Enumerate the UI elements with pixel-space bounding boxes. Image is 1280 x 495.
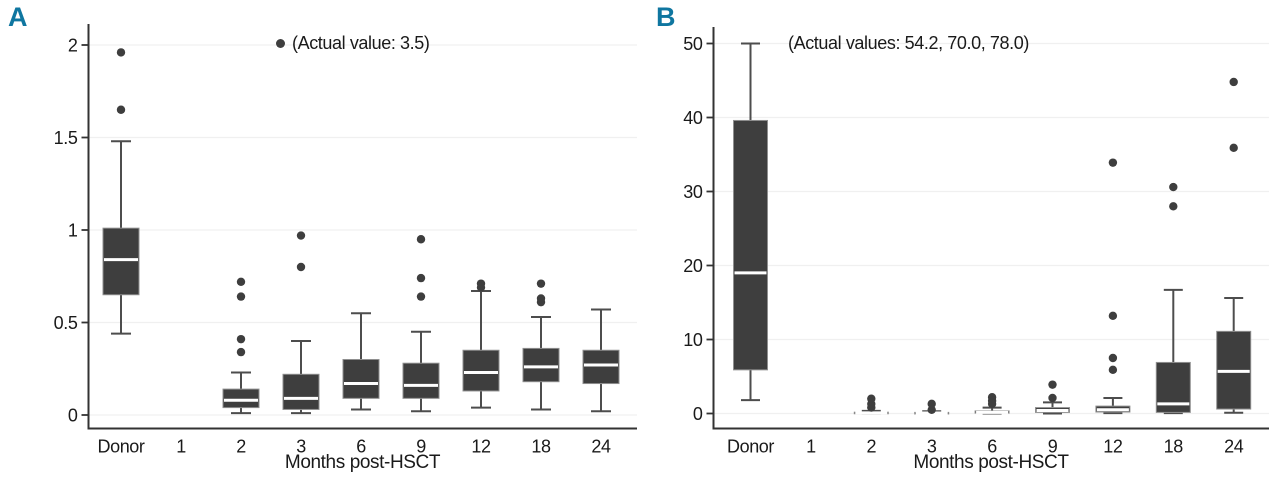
outlier-dot <box>1048 380 1057 389</box>
y-tick-label: 20 <box>683 256 703 276</box>
outlier-dot <box>1108 353 1118 363</box>
y-tick-label: 50 <box>683 34 703 54</box>
x-category-label: 18 <box>1164 437 1184 457</box>
x-category-label: 2 <box>236 437 246 457</box>
x-category-label: 6 <box>987 437 997 457</box>
box <box>522 347 560 383</box>
x-category-label: 1 <box>806 437 816 457</box>
x-category-label: 18 <box>531 437 551 457</box>
panel-b-x-axis-title: Months post-HSCT <box>913 452 1069 473</box>
panel-a-letter: A <box>8 2 28 32</box>
outlier-dot <box>1108 311 1118 321</box>
outlier-dot <box>296 262 306 272</box>
outlier-dot <box>1048 393 1057 403</box>
outlier-dot <box>987 393 997 402</box>
panel-a-annotation: (Actual value: 3.5) <box>276 33 430 54</box>
box <box>402 362 440 399</box>
box <box>282 373 320 410</box>
x-category-label: Donor <box>97 437 144 457</box>
outlier-dot <box>536 294 546 303</box>
x-category-label: 6 <box>356 437 366 457</box>
outlier-dot <box>296 231 306 240</box>
box <box>462 349 500 392</box>
outlier-dot <box>927 399 936 409</box>
y-tick-label: 1 <box>68 221 78 241</box>
x-category-label: 3 <box>296 437 306 457</box>
y-tick-label: 0 <box>693 404 703 424</box>
box <box>733 119 768 371</box>
outlier-dot <box>1229 143 1238 153</box>
panel-a-x-axis-title: Months post-HSCT <box>284 452 441 473</box>
outlier-dot <box>1229 77 1238 87</box>
outlier-dot <box>236 277 246 286</box>
box <box>582 349 620 385</box>
x-category-label: 24 <box>1224 437 1244 457</box>
outlier-dot <box>236 292 246 301</box>
y-tick-label: 1.5 <box>54 128 78 148</box>
y-tick-label: 0.5 <box>54 313 78 333</box>
x-category-label: 9 <box>416 437 426 457</box>
outlier-dot <box>1108 365 1118 375</box>
outlier-dot <box>867 394 876 403</box>
outlier-dot <box>416 273 426 283</box>
x-category-label: 9 <box>1048 437 1058 457</box>
outlier-dot <box>416 292 426 301</box>
box <box>102 227 140 296</box>
panel-b-letter: B <box>656 2 676 32</box>
outlier-dot <box>1169 182 1178 192</box>
y-tick-label: 30 <box>683 182 703 202</box>
outlier-dot <box>236 347 246 357</box>
y-tick-label: 10 <box>683 330 703 350</box>
outlier-dot <box>116 105 126 114</box>
outlier-dot <box>536 279 546 288</box>
outlier-dot <box>416 235 426 244</box>
x-category-label: 2 <box>866 437 876 457</box>
x-category-label: 24 <box>591 437 611 457</box>
outlier-dot <box>1108 158 1118 167</box>
outlier-dot <box>236 334 246 344</box>
x-category-label: 12 <box>1103 437 1123 457</box>
outlier-dot <box>116 48 126 57</box>
y-tick-label: 0 <box>68 406 78 426</box>
outlier-dot <box>1169 202 1178 211</box>
panel-b-annotation: (Actual values: 54.2, 70.0, 78.0) <box>788 33 1029 54</box>
y-tick-label: 40 <box>683 108 703 128</box>
x-category-label: 3 <box>927 437 937 457</box>
outlier-dot <box>476 279 486 288</box>
x-category-label: 1 <box>176 437 186 457</box>
x-category-label: 12 <box>471 437 491 457</box>
panel-b-annotation-text: (Actual values: 54.2, 70.0, 78.0) <box>788 33 1029 53</box>
panel-a-annotation-text: (Actual value: 3.5) <box>292 33 430 53</box>
x-category-label: Donor <box>727 437 774 457</box>
panel-b: B 0 10 20 30 40 50 Donor 1 2 3 6 9 12 18 24 (Actual va… <box>648 0 1280 495</box>
y-tick-label: 2 <box>68 36 78 56</box>
box <box>222 388 260 409</box>
outlier-dot <box>927 405 936 414</box>
outlier-dot-icon <box>276 39 285 48</box>
box <box>342 359 380 399</box>
panel-a: A 0 0.5 1 1.5 2 Donor 1 2 3 6 9 12 18 24 (Actual valu… <box>8 2 637 473</box>
